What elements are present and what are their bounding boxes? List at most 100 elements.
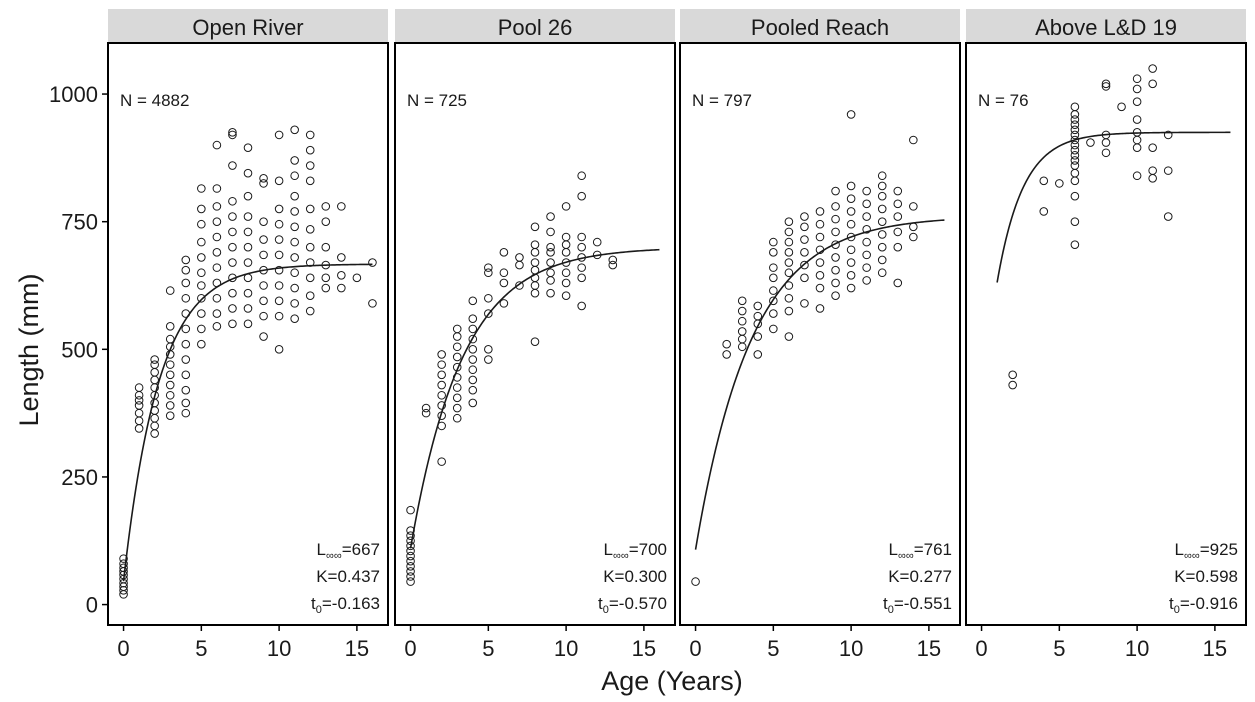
data-point — [784, 258, 794, 267]
data-point — [546, 276, 555, 285]
t0-label: t0=-0.551 — [883, 594, 952, 616]
data-point — [321, 283, 331, 293]
data-point — [784, 227, 794, 237]
data-point — [290, 207, 299, 216]
x-axis: 0 5 10 15 — [975, 625, 1227, 661]
panel-strip — [108, 9, 388, 43]
data-point — [577, 263, 586, 272]
data-point — [561, 278, 571, 288]
k-label: K=0.437 — [316, 567, 380, 586]
data-point — [862, 186, 871, 196]
data-point — [259, 179, 268, 188]
data-point — [228, 304, 237, 313]
data-point — [815, 283, 825, 293]
data-point — [862, 250, 871, 260]
data-point — [784, 332, 794, 341]
data-point — [150, 429, 159, 438]
data-point — [784, 237, 794, 247]
data-point — [484, 345, 493, 354]
data-point — [1163, 166, 1173, 175]
data-point — [290, 268, 299, 278]
y-axis-title: Length (mm) — [14, 273, 44, 426]
data-point — [1148, 143, 1157, 152]
data-point — [1132, 84, 1142, 94]
growth-curve — [122, 263, 373, 582]
data-points — [406, 171, 618, 586]
data-point — [784, 306, 794, 316]
data-point — [274, 219, 284, 229]
data-point — [165, 286, 175, 295]
data-point — [406, 561, 415, 571]
data-point — [1070, 240, 1080, 249]
data-point — [290, 156, 299, 165]
data-point — [737, 334, 747, 344]
data-point — [877, 191, 887, 201]
data-point — [1070, 191, 1080, 201]
data-point — [769, 263, 778, 272]
data-point — [119, 559, 128, 569]
data-point — [753, 311, 763, 321]
data-point — [1101, 148, 1111, 158]
data-point — [290, 125, 299, 135]
data-point — [290, 171, 299, 181]
data-point — [1039, 207, 1049, 216]
data-point — [577, 273, 586, 283]
data-point — [1070, 102, 1080, 112]
data-point — [150, 360, 159, 369]
data-point — [212, 140, 222, 150]
sample-size-label: N = 797 — [692, 91, 752, 110]
data-point — [197, 204, 206, 214]
data-point — [259, 217, 268, 226]
data-point — [468, 296, 478, 306]
data-point — [484, 263, 493, 272]
data-point — [243, 212, 253, 221]
data-point — [1070, 135, 1080, 145]
data-point — [243, 191, 253, 201]
data-point — [228, 319, 237, 329]
data-point — [530, 337, 540, 346]
data-point — [815, 304, 825, 313]
growth-curve — [409, 248, 660, 549]
data-point — [290, 299, 299, 308]
data-point — [769, 324, 778, 334]
data-point — [831, 227, 840, 237]
data-point — [243, 143, 253, 152]
growth-curve — [996, 131, 1231, 283]
data-point — [1101, 82, 1111, 91]
x-tick-label: 5 — [1053, 636, 1065, 661]
data-point — [452, 332, 462, 341]
data-point — [1070, 120, 1080, 129]
data-point — [499, 268, 509, 278]
data-point — [305, 242, 315, 252]
data-point — [337, 253, 346, 262]
data-point — [181, 324, 191, 334]
data-point — [228, 258, 237, 267]
y-tick-label: 1000 — [49, 82, 98, 107]
data-point — [406, 572, 415, 581]
data-point — [753, 301, 763, 311]
data-point — [546, 248, 555, 257]
data-point — [784, 248, 794, 257]
data-point — [862, 212, 871, 221]
data-point — [877, 230, 887, 239]
data-point — [577, 191, 586, 201]
data-point — [437, 360, 446, 369]
x-tick-label: 15 — [917, 636, 941, 661]
data-point — [800, 212, 809, 221]
data-point — [1132, 97, 1142, 107]
data-point — [305, 291, 315, 301]
data-point — [561, 240, 571, 249]
data-point — [722, 350, 731, 359]
data-point — [274, 250, 284, 260]
data-point — [1148, 166, 1157, 175]
data-point — [197, 237, 206, 247]
data-point — [1148, 173, 1157, 183]
data-point — [452, 324, 462, 334]
data-point — [769, 273, 778, 283]
data-point — [468, 398, 478, 408]
data-point — [1008, 370, 1017, 380]
data-point — [846, 219, 856, 229]
data-point — [1101, 138, 1111, 147]
data-point — [862, 263, 871, 272]
data-point — [119, 563, 128, 573]
